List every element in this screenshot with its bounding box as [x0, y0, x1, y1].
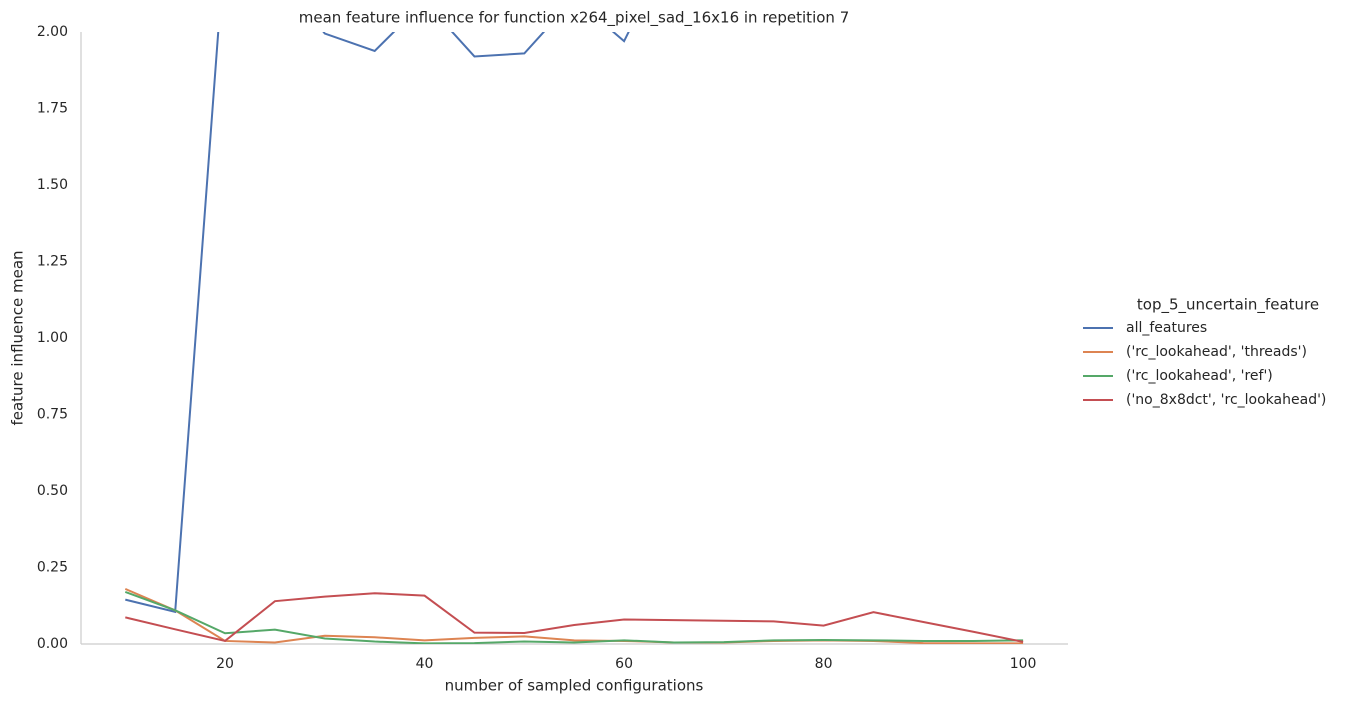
x-axis-label: number of sampled configurations: [445, 677, 704, 695]
y-tick-label: 0.50: [37, 483, 68, 499]
x-tick-label: 40: [416, 656, 434, 672]
legend-label: ('rc_lookahead', 'threads'): [1126, 344, 1307, 360]
x-tick-label: 100: [1010, 656, 1037, 672]
y-tick-label: 1.50: [37, 177, 68, 193]
chart-title: mean feature influence for function x264…: [299, 9, 849, 28]
plot-area: [124, 32, 1024, 644]
data-line: [125, 32, 630, 614]
y-tick-label: 1.00: [37, 330, 68, 346]
legend-title: top_5_uncertain_feature: [1137, 296, 1319, 315]
y-tick-label: 2.00: [37, 24, 68, 40]
x-tick-label: 80: [815, 656, 833, 672]
x-tick-label: 20: [216, 656, 234, 672]
data-line: [124, 588, 1024, 644]
y-tick-label: 1.75: [37, 101, 68, 117]
y-axis-label: feature influence mean: [9, 250, 27, 425]
data-line: [125, 592, 1024, 643]
y-tick-label: 0.00: [37, 636, 68, 652]
y-tick-label: 0.25: [37, 560, 68, 576]
legend-label: all_features: [1126, 320, 1207, 336]
y-tick-label: 1.25: [37, 254, 68, 270]
data-line: [124, 591, 1024, 644]
x-tick-label: 60: [615, 656, 633, 672]
legend-label: ('rc_lookahead', 'ref'): [1126, 368, 1273, 384]
y-tick-label: 0.75: [37, 407, 68, 423]
legend-label: ('no_8x8dct', 'rc_lookahead'): [1126, 392, 1326, 408]
